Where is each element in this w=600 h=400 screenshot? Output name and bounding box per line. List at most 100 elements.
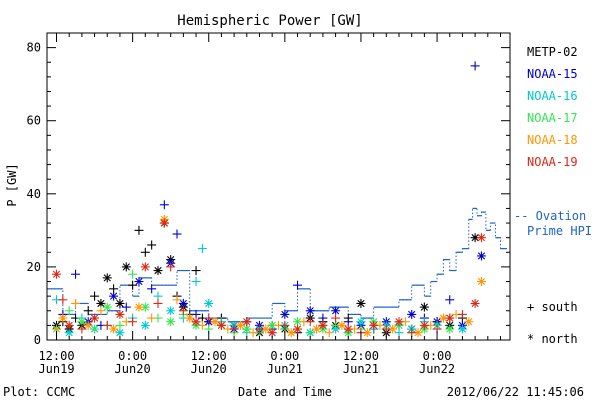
legend-entry-metp-02: METP-02 [527, 45, 578, 59]
legend-entry-noaa-19: NOAA-19 [527, 155, 578, 169]
mark-stroke [135, 303, 143, 311]
point-noaa-19-north [476, 233, 486, 243]
point-metp-02-north [115, 298, 125, 308]
mark-stroke [141, 321, 149, 330]
point-noaa-18-north [286, 328, 296, 338]
point-noaa-19-south [77, 324, 87, 334]
point-noaa-17-north [242, 324, 252, 334]
mark-stroke [65, 329, 73, 337]
x-axis-label: Date and Time [238, 385, 332, 399]
point-noaa-15-south [470, 61, 480, 71]
legend-entry-noaa-17: NOAA-17 [527, 111, 578, 125]
mark-stroke [312, 325, 321, 333]
point-noaa-18-north [464, 317, 474, 327]
point-noaa-16-north [457, 324, 467, 334]
point-noaa-18-south [71, 298, 81, 308]
mark-stroke [395, 318, 403, 326]
mark-stroke [167, 307, 175, 315]
point-noaa-19-south [128, 317, 138, 327]
x-tick-label-date: Jun20 [191, 362, 227, 376]
x-tick-label-time: 0:00 [270, 349, 299, 363]
x-tick-label-date: Jun21 [267, 362, 303, 376]
point-noaa-19-south [381, 324, 391, 334]
mark-stroke [268, 321, 276, 330]
mark-stroke [477, 277, 486, 286]
point-noaa-19-north [242, 317, 252, 327]
mark-stroke [306, 307, 314, 315]
mark-stroke [389, 325, 397, 333]
mark-stroke [414, 329, 422, 337]
point-noaa-19-north [140, 262, 150, 272]
point-metp-02-south [140, 247, 150, 257]
mark-stroke [59, 314, 67, 322]
point-noaa-16-north [140, 320, 150, 330]
mark-stroke [65, 321, 73, 330]
point-noaa-18-south [197, 320, 207, 330]
mark-stroke [293, 325, 302, 333]
ovation-prime-line [47, 207, 507, 323]
point-metp-02-north [121, 262, 131, 272]
point-noaa-19-south [331, 313, 341, 323]
mark-stroke [287, 329, 295, 337]
point-noaa-15-south [293, 280, 303, 290]
mark-stroke [109, 292, 118, 300]
legend-north: * north [527, 332, 578, 346]
mark-stroke [243, 318, 251, 326]
mark-stroke [319, 321, 327, 330]
point-noaa-17-south [90, 324, 100, 334]
mark-stroke [217, 321, 226, 330]
point-noaa-16-north [115, 328, 125, 338]
point-noaa-18-south [96, 306, 106, 316]
mark-stroke [439, 314, 448, 322]
point-noaa-19-north [90, 313, 100, 323]
mark-stroke [84, 321, 92, 330]
mark-stroke [103, 303, 111, 311]
point-noaa-15-south [71, 269, 81, 279]
x-tick-label-time: 12:00 [191, 349, 227, 363]
data-points [52, 61, 486, 338]
axes: 02040608012:00Jun190:00Jun2012:00Jun200:… [27, 33, 510, 376]
mark-stroke [471, 299, 479, 308]
point-noaa-15-north [134, 277, 144, 287]
point-noaa-17-north [102, 302, 112, 312]
legend-entry-ovation: Prime HPI [527, 224, 592, 238]
chart-title: Hemispheric Power [GW] [177, 13, 362, 29]
point-metp-02-south [147, 240, 157, 250]
x-tick-label-date: Jun20 [115, 362, 151, 376]
point-noaa-17-north [140, 302, 150, 312]
mark-stroke [477, 234, 486, 242]
mark-stroke [78, 318, 86, 326]
mark-stroke [477, 252, 486, 260]
y-tick-label: 20 [27, 260, 41, 274]
mark-stroke [167, 318, 175, 326]
mark-stroke [420, 321, 429, 330]
point-noaa-19-south [102, 320, 112, 330]
x-tick-label-time: 12:00 [38, 349, 74, 363]
point-noaa-15-south [172, 229, 182, 239]
mark-stroke [458, 325, 467, 333]
point-noaa-19-south [58, 295, 68, 305]
point-noaa-18-north [83, 320, 93, 330]
point-noaa-19-south [153, 298, 163, 308]
point-noaa-19-north [216, 320, 226, 330]
mark-stroke [141, 263, 149, 271]
point-metp-02-north [470, 233, 480, 243]
point-noaa-19-north [293, 324, 303, 334]
point-noaa-18-north [476, 277, 486, 287]
x-tick-label-date: Jun19 [38, 362, 74, 376]
point-noaa-19-south [305, 317, 315, 327]
footer-right: 2012/06/22 11:45:06 [447, 385, 584, 399]
mark-stroke [122, 263, 130, 271]
legend-south: + south [527, 300, 578, 314]
mark-stroke [52, 270, 61, 278]
x-tick-label-time: 12:00 [343, 349, 379, 363]
mark-stroke [420, 303, 429, 311]
point-noaa-15-north [305, 306, 315, 316]
point-metp-02-north [356, 298, 366, 308]
ovation-step-line [47, 207, 507, 323]
point-noaa-19-north [394, 317, 404, 327]
point-noaa-17-north [445, 324, 455, 334]
mark-stroke [446, 325, 454, 333]
point-noaa-18-south [147, 313, 157, 323]
point-noaa-18-north [210, 317, 220, 327]
